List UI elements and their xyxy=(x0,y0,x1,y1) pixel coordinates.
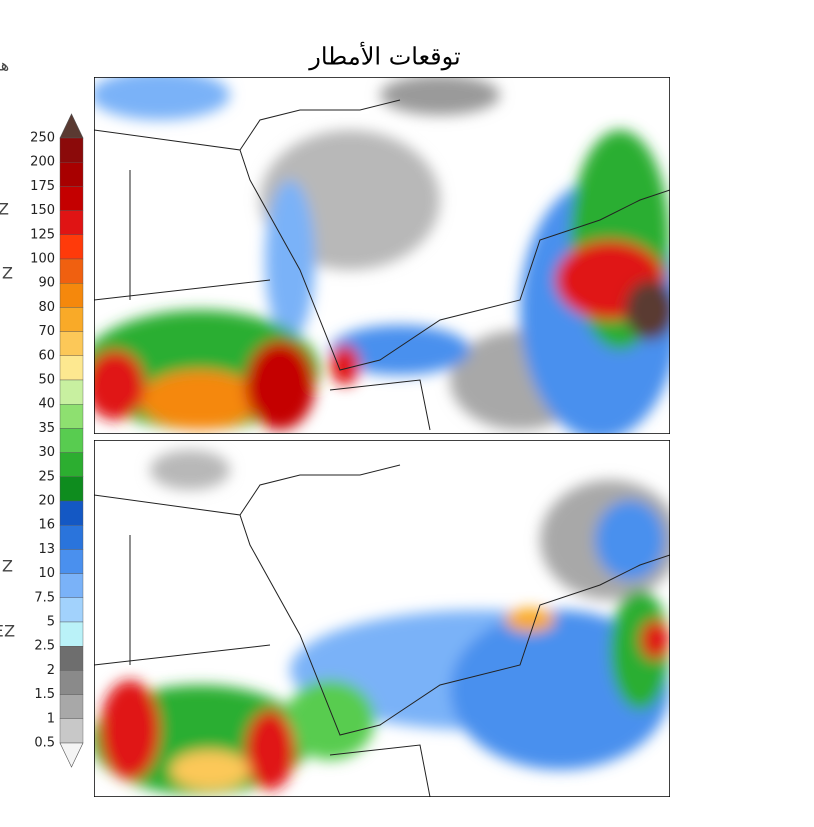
colorbar-bin xyxy=(59,355,84,381)
colorbar-label: 1.5 xyxy=(34,687,55,702)
colorbar-label: 2.5 xyxy=(34,639,55,654)
side-text: Z xyxy=(0,200,9,219)
colorbar-label: 7.5 xyxy=(34,590,55,605)
colorbar-bin xyxy=(59,670,84,695)
colorbar-bin xyxy=(59,210,84,236)
colorbar-label: 70 xyxy=(38,324,55,339)
colorbar-bin xyxy=(59,549,84,574)
colorbar: 2502001751501251009080706050403530252016… xyxy=(30,113,84,768)
colorbar-label: 80 xyxy=(38,300,55,315)
colorbar-bin xyxy=(59,718,84,744)
colorbar-bin xyxy=(59,331,84,357)
colorbar-bin xyxy=(59,283,84,308)
side-text: Z xyxy=(2,557,13,576)
top-map xyxy=(94,77,670,434)
colorbar-bin xyxy=(59,476,84,502)
colorbar-label: 125 xyxy=(30,227,55,242)
colorbar-label: 5 xyxy=(47,615,55,630)
colorbar-label: 30 xyxy=(38,445,55,460)
colorbar-bin xyxy=(59,646,84,671)
colorbar-bin xyxy=(59,500,84,526)
bottom-map xyxy=(94,440,670,797)
colorbar-bin xyxy=(59,137,84,163)
colorbar-bin xyxy=(59,161,84,187)
colorbar-bin xyxy=(59,525,84,550)
colorbar-bin xyxy=(59,597,84,623)
colorbar-bin xyxy=(59,573,84,598)
colorbar-label: 0.5 xyxy=(34,736,55,751)
colorbar-bin xyxy=(59,234,84,260)
colorbar-cap xyxy=(59,742,84,768)
colorbar-label: 13 xyxy=(38,542,55,557)
colorbar-label: 100 xyxy=(30,252,55,267)
colorbar-bin xyxy=(59,186,84,211)
colorbar-label: 60 xyxy=(38,348,55,363)
colorbar-bin xyxy=(59,428,84,453)
colorbar-label: 200 xyxy=(30,155,55,170)
colorbar-label: 35 xyxy=(38,421,55,436)
colorbar-bin xyxy=(59,307,84,332)
colorbar-label: 10 xyxy=(38,566,55,581)
colorbar-label: 40 xyxy=(38,397,55,412)
colorbar-label: 50 xyxy=(38,373,55,388)
colorbar-label: 90 xyxy=(38,276,55,291)
colorbar-bin xyxy=(59,258,84,284)
colorbar-label: 1 xyxy=(47,711,55,726)
colorbar-label: 16 xyxy=(38,518,55,533)
colorbar-bin xyxy=(59,379,84,405)
colorbar-label: 250 xyxy=(30,131,55,146)
colorbar-cap xyxy=(59,113,84,139)
colorbar-label: 175 xyxy=(30,179,55,194)
colorbar-bin xyxy=(59,404,84,429)
side-text: ΞZ xyxy=(0,622,15,641)
side-text: Z xyxy=(2,264,13,283)
map-title: توقعات الأمطار xyxy=(308,41,460,71)
colorbar-bin xyxy=(59,694,84,719)
colorbar-bin xyxy=(59,452,84,478)
colorbar-label: 25 xyxy=(38,469,55,484)
colorbar-label: 2 xyxy=(47,663,55,678)
colorbar-label: 20 xyxy=(38,494,55,509)
colorbar-bin xyxy=(59,621,84,647)
side-text: هـ xyxy=(0,56,9,75)
colorbar-label: 150 xyxy=(30,203,55,218)
